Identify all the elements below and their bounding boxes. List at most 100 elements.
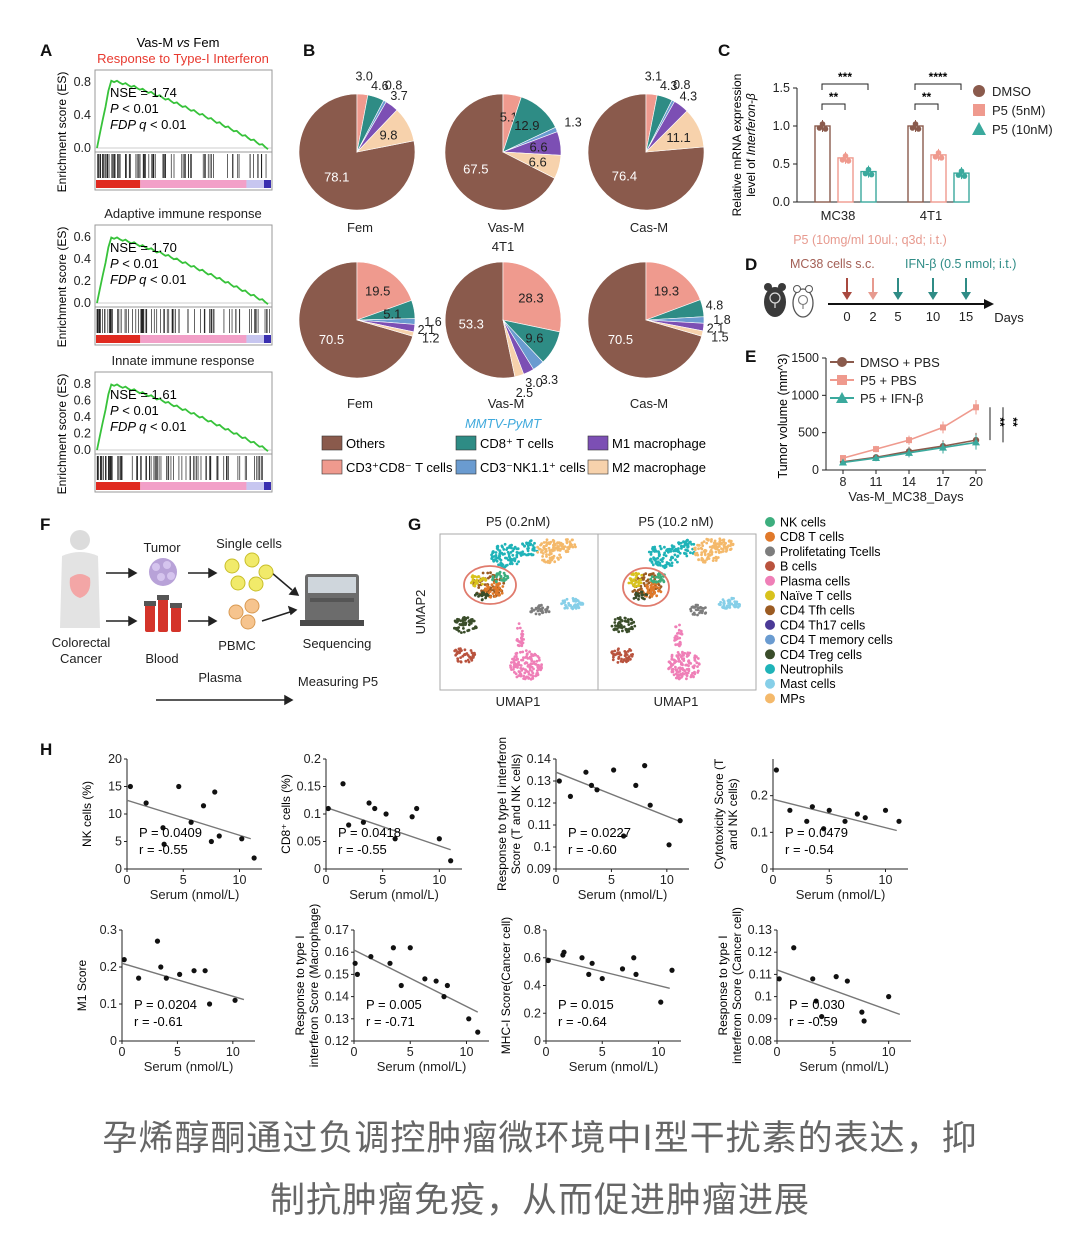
umap-point — [545, 555, 548, 558]
c-ylabel: Relative mRNA expressionlevel of Interfe… — [730, 74, 758, 217]
umap-point — [501, 563, 505, 567]
umap-point — [654, 575, 658, 579]
c-dot — [839, 157, 846, 163]
scatter-point — [188, 819, 194, 825]
umap-point — [725, 546, 729, 549]
panel-letter-b: B — [303, 41, 315, 60]
scatter-point — [433, 978, 439, 984]
umap-point — [630, 581, 633, 585]
umap-point — [542, 541, 546, 544]
umap-point — [649, 591, 652, 594]
umap-point — [457, 647, 461, 651]
umap-point — [552, 546, 555, 550]
panel-letter-h: H — [40, 740, 52, 759]
umap-point — [705, 558, 709, 561]
umap-point — [504, 578, 508, 581]
umap-point — [535, 669, 539, 672]
umap-point — [509, 560, 513, 563]
umap-point — [639, 578, 642, 582]
scatter-point — [475, 1029, 481, 1035]
scatter-fit-line — [776, 969, 901, 1016]
umap-point — [677, 657, 681, 661]
umap-legend-item: Mast cells — [765, 677, 836, 691]
gsea-ramp-blue — [264, 335, 271, 343]
umap-legend-label: Mast cells — [780, 677, 836, 691]
scatter-ytick-label: 0.08 — [748, 1034, 772, 1048]
umap-point — [508, 544, 512, 547]
umap-point — [471, 578, 475, 582]
umap-point — [620, 619, 624, 623]
umap-xlabel-left: UMAP1 — [496, 694, 541, 709]
umap-point — [538, 658, 541, 662]
gsea-ramp-lav — [246, 482, 265, 490]
umap-legend-item: Prolifetating Tcells — [765, 545, 881, 559]
umap-point — [488, 575, 492, 579]
umap-point — [540, 607, 544, 611]
gsea-curve — [96, 79, 269, 150]
umap-cluster — [483, 581, 505, 599]
scatter-point — [206, 1001, 213, 1007]
e-legend-label: DMSO + PBS — [860, 355, 940, 370]
scatter-ytick-label: 0.05 — [297, 835, 321, 849]
scatter-xlabel: Serum (nmol/L) — [349, 887, 439, 902]
scatter-xtick-label: 0 — [119, 1045, 126, 1059]
gsea-ytick: 0.4 — [74, 252, 91, 266]
umap-point — [475, 578, 479, 582]
umap-point — [517, 560, 520, 563]
umap-point — [491, 550, 495, 553]
umap-point — [680, 661, 683, 665]
umap-cluster — [627, 571, 644, 589]
gsea-ytick: 0.6 — [74, 230, 91, 244]
umap-point — [498, 557, 502, 561]
umap-point — [702, 540, 706, 543]
umap-point — [515, 654, 518, 658]
umap-point — [553, 542, 556, 545]
umap-legend-label: CD4 Th17 cells — [780, 618, 865, 632]
scatter-point — [177, 971, 183, 978]
umap-point — [470, 658, 474, 662]
scatter-xtick-label: 10 — [432, 873, 446, 887]
umap-point — [496, 589, 500, 593]
umap-point — [527, 546, 530, 550]
umap-point — [692, 542, 696, 546]
umap-point — [509, 551, 513, 554]
umap-point — [632, 572, 635, 576]
umap-point — [669, 558, 672, 562]
umap-point — [670, 561, 674, 565]
scatter-ytick-label: 0.15 — [325, 967, 349, 981]
scatter-point — [586, 971, 592, 978]
umap-point — [547, 610, 551, 614]
umap-point — [630, 654, 634, 658]
scatter-point — [804, 818, 810, 824]
umap-point — [623, 654, 627, 658]
umap-point — [574, 597, 578, 601]
c-dot — [865, 166, 872, 173]
e-point — [872, 454, 880, 462]
umap-point — [473, 651, 476, 655]
pie-legend-label: CD3⁻NK1.1⁺ cells — [480, 460, 586, 475]
umap-point — [691, 671, 694, 675]
gsea-ytick: 0.0 — [74, 443, 91, 457]
highlight-ellipse — [463, 565, 517, 605]
umap-point — [715, 542, 719, 546]
umap-point — [620, 626, 624, 630]
scatter-p-value: P = 0.0204 — [134, 997, 197, 1012]
umap-point — [658, 579, 662, 583]
umap-point — [696, 543, 699, 547]
scatter-point — [121, 957, 127, 963]
umap-point — [515, 657, 519, 660]
c-category: MC38 — [821, 208, 856, 223]
umap-point — [672, 673, 676, 677]
caption: 孕烯醇酮通过负调控肿瘤微环境中I型干扰素的表达，抑 制抗肿瘤免疫，从而促进肿瘤进… — [0, 1108, 1080, 1232]
umap-point — [682, 545, 686, 548]
umap-point — [455, 620, 459, 624]
umap-legend-item: CD4 Tfh cells — [765, 604, 855, 618]
c-legend-marker — [972, 122, 986, 135]
umap-point — [665, 548, 669, 552]
umap-point — [569, 543, 572, 546]
panel-letter-d: D — [745, 255, 757, 274]
scatter-ytick-label: 10 — [108, 807, 122, 821]
umap-point — [499, 563, 502, 567]
